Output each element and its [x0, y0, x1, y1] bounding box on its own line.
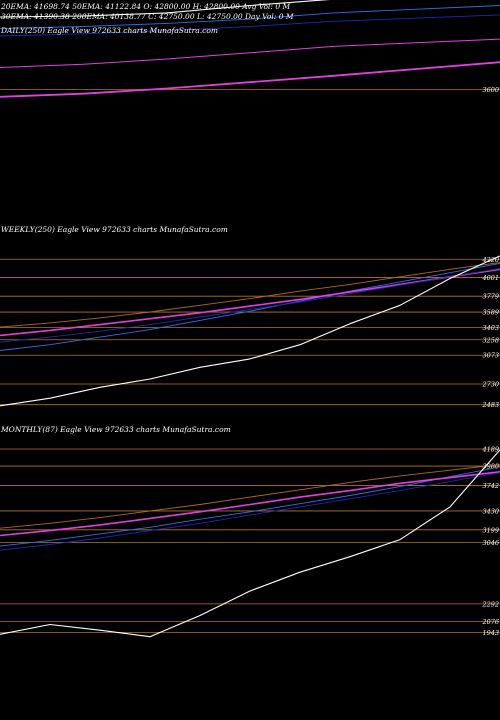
daily-series-price	[0, 0, 331, 18]
header-line-2: 30EMA: 41390.38 200EMA: 40138.77 C: 4275…	[1, 12, 294, 21]
daily-series-ema-mid	[0, 14, 500, 37]
weekly-level-label: 2483	[481, 401, 499, 409]
monthly-level-label: 3980	[482, 463, 499, 471]
monthly-series-price	[0, 449, 500, 638]
weekly-level-label: 4001	[481, 274, 499, 282]
monthly-series-ema-navy	[0, 472, 500, 551]
weekly-series-price	[0, 255, 500, 407]
weekly-series-ema-blue	[0, 262, 500, 351]
monthly-level-label: 4189	[481, 446, 499, 454]
daily-series-ema-200	[0, 61, 500, 98]
monthly-series-ema-magenta	[0, 471, 500, 537]
weekly-level-label: 3589	[482, 309, 499, 317]
monthly-chart-title: MONTHLY(87) Eagle View 972633 charts Mun…	[0, 425, 231, 434]
monthly-level-label: 3430	[482, 507, 499, 515]
daily-chart-title: DAILY(250) Eagle View 972633 charts Muna…	[0, 26, 218, 35]
weekly-level-label: 3073	[482, 352, 499, 360]
weekly-chart-title: WEEKLY(250) Eagle View 972633 charts Mun…	[1, 225, 228, 234]
daily-level-label: 3600	[482, 86, 499, 94]
weekly-series-ema-magenta	[0, 268, 500, 337]
weekly-level-label: 3403	[482, 324, 499, 332]
weekly-series-ema-navy	[0, 268, 500, 343]
weekly-level-label: 2730	[481, 381, 499, 389]
monthly-series-ema-blue	[0, 466, 500, 547]
weekly-level-label: 3779	[482, 293, 499, 301]
monthly-level-label: 3199	[482, 526, 499, 534]
monthly-series-ema-orange	[0, 464, 500, 529]
monthly-level-label: 2292	[481, 600, 499, 608]
weekly-series-ema-orange	[0, 262, 500, 328]
daily-chart-panel: 3600	[0, 0, 500, 98]
daily-series-ema-long	[0, 38, 500, 68]
monthly-chart-panel: 4189 3980 3742 3430 3199 3046 2292 2076 1943	[0, 446, 500, 638]
monthly-level-label: 2076	[481, 618, 499, 626]
daily-series-ema-short	[0, 5, 500, 30]
monthly-level-label: 3742	[482, 482, 499, 490]
monthly-level-label: 1943	[482, 629, 499, 637]
header-line-1: 20EMA: 41698.74 50EMA: 41122.84 O: 42800…	[0, 2, 290, 11]
weekly-level-label: 3258	[482, 336, 499, 344]
monthly-level-label: 3046	[482, 539, 499, 547]
